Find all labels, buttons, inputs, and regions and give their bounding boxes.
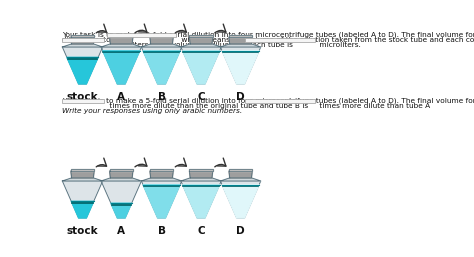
Polygon shape (103, 51, 140, 84)
Polygon shape (63, 178, 103, 181)
Polygon shape (71, 35, 94, 37)
Text: C: C (197, 226, 205, 236)
Text: Your task is to make a 5-fold serial dilution into four microcentrifuge tubes (l: Your task is to make a 5-fold serial dil… (62, 32, 474, 39)
Text: which means the volume of the solution taken from the stock tube and each consec: which means the volume of the solution t… (179, 37, 474, 43)
Text: stock: stock (67, 226, 98, 236)
Polygon shape (229, 35, 252, 37)
Polygon shape (220, 178, 261, 181)
Polygon shape (181, 47, 221, 84)
Polygon shape (101, 178, 141, 181)
Polygon shape (71, 37, 94, 44)
Polygon shape (141, 44, 182, 47)
Polygon shape (190, 35, 213, 37)
Polygon shape (190, 169, 213, 171)
Text: microliters.  The volume of diluent in each tube is: microliters. The volume of diluent in ea… (107, 42, 295, 48)
Polygon shape (220, 44, 261, 47)
Polygon shape (141, 178, 182, 181)
Polygon shape (222, 185, 259, 218)
Polygon shape (109, 171, 133, 178)
Polygon shape (67, 57, 98, 84)
Polygon shape (101, 44, 141, 47)
Polygon shape (182, 51, 219, 84)
Polygon shape (71, 201, 94, 218)
Polygon shape (143, 51, 180, 84)
Polygon shape (150, 171, 173, 178)
Polygon shape (71, 171, 94, 178)
Polygon shape (229, 37, 252, 44)
Polygon shape (220, 47, 261, 84)
Text: B: B (157, 226, 165, 236)
Polygon shape (229, 171, 252, 178)
Polygon shape (109, 35, 133, 37)
Polygon shape (109, 169, 133, 171)
FancyBboxPatch shape (62, 38, 104, 42)
Text: C: C (197, 92, 205, 102)
Polygon shape (229, 169, 252, 171)
FancyBboxPatch shape (62, 99, 104, 103)
Text: microliters.: microliters. (317, 42, 361, 48)
Polygon shape (190, 171, 213, 178)
Text: stock: stock (67, 92, 98, 102)
Polygon shape (181, 44, 221, 47)
Polygon shape (150, 169, 173, 171)
Polygon shape (222, 51, 259, 84)
FancyBboxPatch shape (245, 38, 315, 42)
Polygon shape (190, 37, 213, 44)
Polygon shape (63, 181, 103, 218)
Polygon shape (150, 37, 173, 44)
Polygon shape (181, 178, 221, 181)
Text: times more dilute than the original tube and tube B is: times more dilute than the original tube… (107, 103, 310, 109)
Polygon shape (111, 203, 132, 218)
Polygon shape (101, 47, 141, 84)
Polygon shape (141, 47, 182, 84)
Text: Your task is to make a 5-fold serial dilution into four microcentrifuge tubes (l: Your task is to make a 5-fold serial dil… (62, 98, 474, 104)
Polygon shape (141, 181, 182, 218)
FancyBboxPatch shape (107, 33, 176, 37)
Text: D: D (236, 92, 245, 102)
Text: Write your responses using only arabic numbers.: Write your responses using only arabic n… (62, 108, 242, 114)
Text: B: B (157, 92, 165, 102)
Text: A: A (117, 92, 125, 102)
Polygon shape (182, 185, 219, 218)
Polygon shape (220, 181, 261, 218)
Polygon shape (143, 185, 180, 218)
Text: times more dilute than tube A: times more dilute than tube A (317, 103, 430, 109)
Polygon shape (150, 35, 173, 37)
FancyBboxPatch shape (245, 99, 315, 103)
Polygon shape (101, 181, 141, 218)
Polygon shape (71, 169, 94, 171)
Polygon shape (181, 181, 221, 218)
Text: D: D (236, 226, 245, 236)
Polygon shape (109, 37, 133, 44)
Text: dilution factor is: dilution factor is (62, 37, 124, 43)
Text: A: A (117, 226, 125, 236)
Polygon shape (63, 44, 103, 47)
Polygon shape (63, 47, 103, 84)
